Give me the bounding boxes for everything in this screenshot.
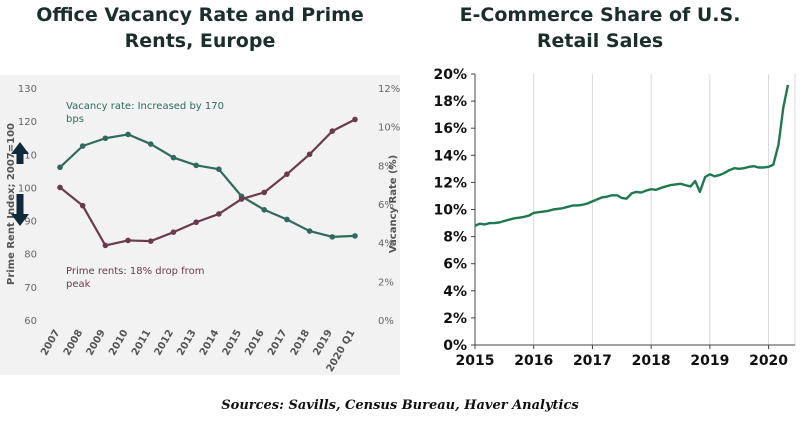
vacancy-rate-point [306, 228, 313, 234]
x-tick-label: 2019 [690, 353, 729, 369]
left-chart-title: Office Vacancy Rate and Prime Rents, Eur… [0, 2, 400, 54]
x-tick-label: 2018 [632, 353, 671, 369]
vacancy-rate-point [102, 135, 109, 142]
prime-rents-point [193, 219, 199, 226]
y-tick-label: 8% [443, 230, 467, 246]
prime-rents-point [216, 211, 222, 217]
prime-rents-point [125, 237, 131, 244]
y-tick-label: 14% [433, 148, 467, 164]
vacancy-rate-point [193, 162, 199, 169]
prime-rents-point [284, 171, 290, 177]
y-tick-label: 18% [433, 94, 467, 110]
vacancy-rate-point [352, 233, 358, 239]
right-chart-title-line-2: Retail Sales [536, 30, 664, 52]
up-arrow-icon [11, 142, 29, 164]
vacancy-rate-point [170, 154, 177, 161]
x-tick-label: 2017 [573, 353, 612, 369]
vacancy-rate-point [284, 216, 290, 223]
left-y-tick-label: 90 [24, 217, 37, 228]
vacancy-rent-chart: 607080901001101201300%2%4%6%8%10%12%2007… [0, 75, 400, 375]
vacancy-annotation-line: bps [66, 114, 84, 125]
prime-rents-point [329, 128, 336, 134]
vacancy-rate-line [59, 133, 356, 238]
vacancy-rate-point [125, 131, 131, 138]
right-y-tick-label: 4% [378, 239, 394, 250]
left-y-tick-label: 60 [24, 316, 37, 327]
y-tick-label: 16% [433, 121, 467, 137]
left-y-tick-label: 130 [18, 84, 37, 95]
right-y-tick-label: 2% [378, 277, 394, 288]
left-chart-title-line-2: Rents, Europe [124, 30, 276, 52]
x-tick-label: 2020 [749, 353, 788, 369]
prime-rents-point [57, 184, 63, 191]
prime-rents-point [261, 189, 268, 196]
x-tick-label: 2015 [456, 353, 495, 369]
prime-rents-line [59, 118, 356, 247]
left-y-axis-label: Prime Rent Index; 2007=100 [6, 123, 17, 285]
right-y-tick-label: 0% [378, 316, 394, 327]
sources-note: Sources: Savills, Census Bureau, Haver A… [221, 398, 579, 413]
rent-annotation-line: peak [66, 279, 91, 290]
right-y-axis-label: Vacancy Rate (%) [388, 155, 399, 253]
vacancy-rate-point [147, 141, 154, 147]
left-chart-title-line-1: Office Vacancy Rate and Prime [36, 4, 364, 26]
left-y-tick-label: 110 [18, 150, 37, 161]
prime-rents-point [79, 202, 86, 209]
ecommerce-chart-panel: E-Commerce Share of U.S. Retail Sales 0%… [400, 0, 800, 395]
vacancy-rate-point [329, 234, 336, 240]
vacancy-rent-chart-panel: Office Vacancy Rate and Prime Rents, Eur… [0, 0, 400, 395]
right-y-tick-label: 6% [378, 200, 394, 211]
prime-rents-point [102, 242, 109, 249]
prime-rents-point [147, 238, 154, 244]
left-y-tick-label: 70 [24, 283, 37, 294]
y-tick-label: 0% [443, 338, 467, 354]
vacancy-annotation-line: Vacancy rate: Increased by 170 [66, 101, 224, 112]
ecommerce-share-chart: 0% 2% 4% 6% 8% 10% 12% 14% 16% 18% 20% 2015 2016 2017… [433, 67, 796, 369]
right-y-tick-label: 12% [378, 84, 400, 95]
y-tick-label: 6% [443, 257, 467, 273]
right-y-tick-label: 10% [378, 123, 400, 134]
y-tick-label: 4% [443, 284, 467, 300]
y-tick-label: 2% [443, 311, 467, 327]
down-arrow-icon [11, 194, 29, 226]
rent-annotation-line: Prime rents: 18% drop from [66, 266, 204, 277]
vacancy-rate-point [57, 164, 63, 171]
right-y-tick-label: 8% [378, 161, 394, 172]
y-tick-label: 12% [433, 175, 467, 191]
vacancy-rate-point [79, 143, 86, 149]
plot-background [0, 75, 400, 375]
left-y-tick-label: 80 [24, 250, 37, 261]
x-tick-label: 2016 [514, 353, 553, 369]
prime-rents-point [238, 196, 245, 202]
prime-rents-point [306, 151, 313, 158]
left-y-tick-label: 100 [18, 183, 37, 194]
right-chart-title-line-1: E-Commerce Share of U.S. [459, 4, 741, 26]
right-chart-title: E-Commerce Share of U.S. Retail Sales [400, 2, 800, 54]
ecommerce-share-line [474, 84, 790, 227]
prime-rents-point [352, 116, 358, 123]
y-tick-label: 20% [433, 67, 467, 83]
y-tick-label: 10% [433, 203, 467, 219]
left-y-tick-label: 120 [18, 117, 37, 128]
prime-rents-point [170, 229, 177, 235]
vacancy-rate-point [261, 207, 268, 213]
vacancy-rate-point [216, 166, 222, 172]
